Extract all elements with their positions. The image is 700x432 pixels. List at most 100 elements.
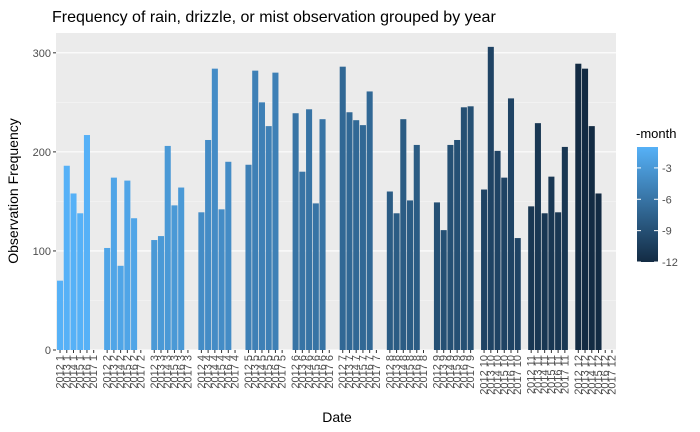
bar [353, 120, 360, 351]
bar [501, 177, 508, 350]
bar [124, 180, 131, 350]
legend-ticks: -3 -6 -9 -12 [637, 163, 678, 269]
bar [555, 212, 562, 350]
bar [575, 63, 582, 351]
x-tick-label: 2016 12 [600, 355, 612, 395]
x-tick-label: 2014 8 [398, 355, 410, 389]
x-tick-label: 2016 4 [223, 355, 235, 389]
bar [393, 213, 400, 350]
bar [507, 98, 515, 350]
x-tick-label: 2013 11 [532, 355, 544, 394]
x-tick-label: 2014 4 [209, 355, 221, 389]
bar [218, 209, 225, 350]
x-tick-label: 2013 6 [297, 355, 309, 389]
bar [164, 145, 171, 350]
y-tick-label: 300 [33, 48, 51, 60]
x-tick-label: 2016 11 [553, 355, 565, 394]
bar [178, 187, 185, 350]
x-tick-label: 2017 10 [512, 355, 524, 395]
y-tick-label: 0 [45, 345, 51, 357]
bar [359, 125, 366, 350]
bar [258, 102, 265, 350]
x-tick-label: 2013 8 [391, 355, 403, 389]
x-tick-label: 2016 2 [129, 355, 141, 389]
bar [582, 68, 589, 350]
chart-title: Frequency of rain, drizzle, or mist obse… [52, 9, 496, 26]
x-tick-label: 2013 9 [438, 355, 450, 389]
x-tick-label: 2017 2 [135, 355, 147, 389]
x-tick-label: 2015 9 [452, 355, 464, 389]
bar [77, 213, 84, 350]
bar [272, 72, 279, 351]
x-tick-label: 2014 7 [351, 355, 363, 389]
bar [205, 139, 212, 350]
bar [595, 193, 602, 350]
bar [400, 119, 407, 351]
bar [117, 265, 124, 350]
x-tick-label: 2017 8 [418, 355, 430, 389]
bar [433, 202, 440, 350]
bar [487, 46, 494, 351]
x-tick-label: 2012 3 [149, 355, 161, 389]
x-tick-label: 2015 4 [216, 355, 228, 389]
y-axis-ticks: 0 100 200 300 [33, 48, 56, 357]
x-tick-label: 2017 4 [230, 355, 242, 389]
bar [454, 139, 461, 350]
bar [481, 189, 488, 350]
legend-colorbar [637, 147, 658, 262]
bar [528, 206, 535, 350]
legend-tick-label: -9 [662, 226, 672, 238]
x-tick-label: 2013 2 [108, 355, 120, 389]
bar [319, 119, 326, 351]
bar [306, 109, 313, 350]
bar [447, 144, 454, 350]
x-tick-label: 2012 6 [290, 355, 302, 389]
bar [292, 113, 299, 351]
bar [386, 191, 393, 350]
bar [534, 123, 541, 351]
x-tick-label: 2014 12 [586, 355, 598, 395]
x-tick-label: 2015 11 [546, 355, 558, 394]
x-tick-label: 2014 5 [256, 355, 268, 389]
x-tick-label: 2017 7 [371, 355, 383, 389]
legend-title: -month [636, 126, 676, 141]
x-tick-label: 2017 11 [559, 355, 571, 394]
x-tick-label: 2017 3 [182, 355, 194, 389]
x-tick-label: 2012 10 [479, 355, 491, 395]
bar [312, 203, 319, 350]
grid-lines [56, 52, 616, 351]
bar [440, 230, 447, 350]
bar [561, 146, 568, 350]
bar [548, 176, 555, 350]
y-tick-label: 100 [33, 246, 51, 258]
x-tick-label: 2016 3 [176, 355, 188, 389]
bar [225, 161, 232, 350]
x-tick-label: 2014 11 [539, 355, 551, 394]
x-tick-label: 2012 2 [102, 355, 114, 389]
x-tick-label: 2014 9 [445, 355, 457, 389]
x-tick-label: 2015 5 [263, 355, 275, 389]
x-tick-label: 2013 5 [250, 355, 262, 389]
x-tick-label: 2017 9 [465, 355, 477, 389]
bar [541, 213, 548, 350]
x-tick-label: 2013 3 [156, 355, 168, 389]
bar [198, 212, 205, 350]
bar [407, 200, 414, 350]
x-tick-label: 2013 7 [344, 355, 356, 389]
x-tick-label: 2015 6 [310, 355, 322, 389]
legend: -month -3 -6 -9 -12 [636, 126, 678, 269]
x-tick-label: 2017 12 [606, 355, 618, 395]
x-tick-label: 2014 10 [492, 355, 504, 395]
x-tick-label: 2016 8 [411, 355, 423, 389]
bar [514, 238, 521, 350]
x-tick-label: 2014 3 [162, 355, 174, 389]
bar [346, 112, 353, 350]
x-tick-label: 2017 6 [324, 355, 336, 389]
x-tick-label: 2015 7 [357, 355, 369, 389]
x-tick-label: 2016 1 [81, 355, 93, 389]
x-tick-label: 2016 5 [270, 355, 282, 389]
bar [494, 150, 501, 350]
bar [70, 193, 77, 350]
bar [171, 205, 178, 350]
